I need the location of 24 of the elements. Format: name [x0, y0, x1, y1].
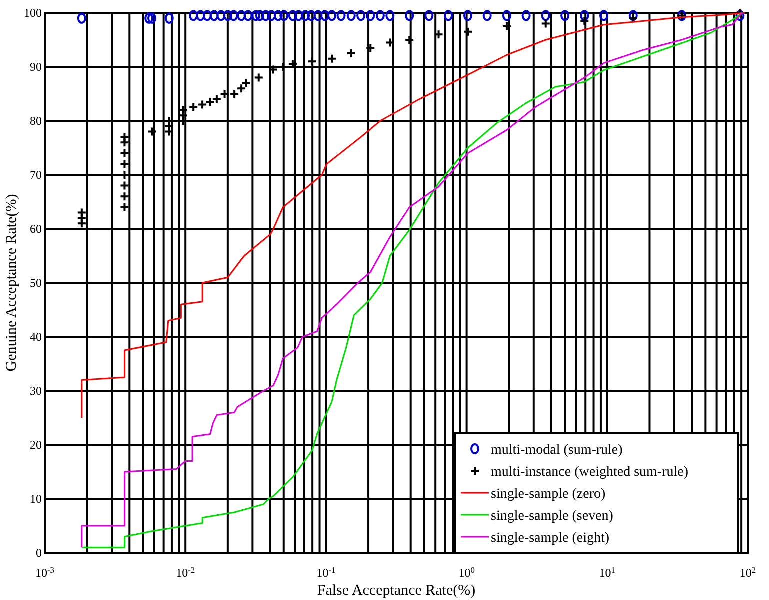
y-tick-label: 60: [30, 222, 42, 236]
x-tick-label: 10$^{-2}$: [176, 566, 196, 580]
y-tick-label: 90: [30, 60, 42, 74]
x-tick-label: 10$^{2}$: [740, 566, 756, 580]
x-tick-label: 10$^{1}$: [599, 566, 616, 580]
legend-label: single-sample (zero): [491, 487, 606, 502]
legend-label: multi-modal (sum-rule): [491, 443, 624, 458]
y-tick-label: 30: [30, 384, 42, 398]
y-tick-label: 50: [30, 276, 42, 290]
x-axis-title: False Acceptance Rate(%): [317, 583, 476, 599]
y-tick-label: 100: [24, 6, 42, 20]
y-axis-title: Genuine Acceptance Rate(%): [4, 194, 20, 372]
x-tick-label: 10$^{0}$: [458, 566, 475, 580]
y-tick-label: 70: [30, 168, 42, 182]
y-tick-label: 0: [36, 546, 42, 560]
y-tick-label: 80: [30, 114, 42, 128]
x-tick-label: 10$^{-1}$: [316, 566, 336, 580]
y-tick-label: 20: [30, 438, 42, 452]
x-tick-label: 10$^{-3}$: [36, 566, 54, 580]
y-tick-label: 40: [30, 330, 42, 344]
legend-label: single-sample (eight): [491, 531, 610, 546]
legend-label: multi-instance (weighted sum-rule): [491, 465, 689, 480]
y-tick-label: 10: [30, 492, 42, 506]
legend-label: single-sample (seven): [491, 509, 614, 524]
